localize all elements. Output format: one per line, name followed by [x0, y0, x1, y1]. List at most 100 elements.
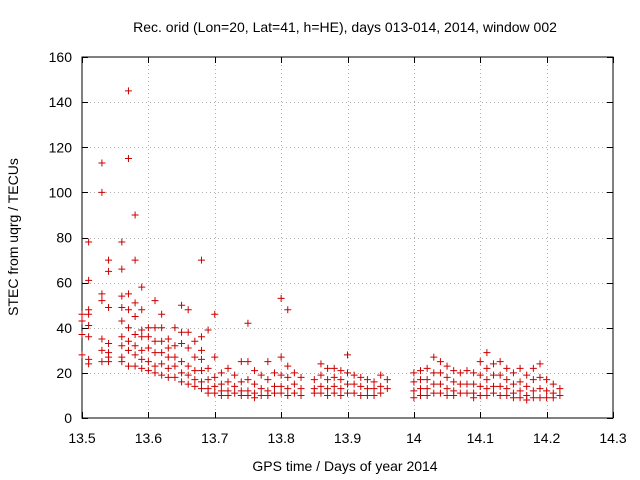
data-point: [244, 391, 252, 399]
data-point: [350, 380, 358, 388]
data-point: [131, 211, 139, 219]
data-point: [363, 391, 371, 399]
data-point: [290, 369, 298, 377]
data-point: [430, 369, 438, 377]
data-point: [151, 337, 159, 345]
data-point: [270, 389, 278, 397]
data-point: [138, 364, 146, 372]
data-point: [98, 188, 106, 196]
data-point: [191, 367, 199, 375]
data-point: [549, 380, 557, 388]
data-point: [264, 376, 272, 384]
data-point: [118, 303, 126, 311]
data-point: [151, 324, 159, 332]
data-point: [443, 391, 451, 399]
data-point: [284, 362, 292, 370]
data-point: [78, 310, 86, 318]
data-point: [171, 324, 179, 332]
data-points: [78, 87, 564, 404]
data-point: [417, 391, 425, 399]
data-point: [144, 367, 152, 375]
data-point: [330, 389, 338, 397]
data-point: [164, 335, 172, 343]
data-point: [270, 382, 278, 390]
data-point: [144, 333, 152, 341]
data-point: [357, 391, 365, 399]
data-point: [257, 385, 265, 393]
data-point: [410, 394, 418, 402]
data-point: [357, 373, 365, 381]
data-point: [529, 364, 537, 372]
data-point: [151, 362, 159, 370]
data-point: [483, 376, 491, 384]
data-point: [178, 301, 186, 309]
data-point: [523, 396, 531, 404]
data-point: [476, 371, 484, 379]
data-point: [131, 362, 139, 370]
data-point: [470, 369, 478, 377]
data-point: [344, 369, 351, 377]
data-point: [284, 373, 292, 381]
data-point: [450, 391, 458, 399]
data-point: [370, 385, 378, 393]
data-point: [456, 389, 464, 397]
data-point: [377, 371, 385, 379]
data-point: [436, 389, 444, 397]
data-point: [144, 324, 152, 332]
data-point: [290, 380, 298, 388]
data-point: [204, 389, 212, 397]
data-point: [330, 373, 338, 381]
data-point: [523, 382, 531, 390]
data-point: [151, 369, 159, 377]
x-tick-label: 13.5: [68, 430, 95, 446]
data-point: [237, 358, 245, 366]
data-point: [456, 380, 464, 388]
data-point: [85, 360, 93, 368]
data-point: [211, 382, 219, 390]
data-point: [178, 340, 186, 348]
data-point: [85, 321, 93, 329]
y-tick-label: 120: [49, 139, 73, 155]
data-point: [197, 355, 205, 363]
data-point: [158, 349, 166, 357]
data-point: [124, 362, 132, 370]
data-point: [423, 376, 431, 384]
data-point: [337, 376, 345, 384]
data-point: [324, 385, 332, 393]
data-point: [105, 340, 113, 348]
data-point: [251, 394, 259, 402]
x-tick-label: 13.8: [268, 430, 295, 446]
data-point: [297, 373, 305, 381]
data-point: [105, 267, 113, 275]
data-point: [184, 344, 192, 352]
data-point: [330, 382, 338, 390]
data-point: [317, 382, 325, 390]
data-point: [344, 351, 351, 359]
data-point: [370, 378, 378, 386]
data-point: [124, 324, 132, 332]
grid: [82, 57, 613, 418]
data-point: [443, 373, 451, 381]
data-point: [529, 387, 537, 395]
data-point: [237, 378, 245, 386]
data-point: [523, 371, 531, 379]
data-point: [98, 290, 106, 298]
data-point: [543, 387, 551, 395]
data-point: [178, 369, 186, 377]
data-point: [496, 371, 504, 379]
data-point: [184, 362, 192, 370]
data-point: [310, 389, 318, 397]
x-tick-label: 14.2: [533, 430, 560, 446]
data-point: [124, 346, 132, 354]
data-point: [105, 358, 113, 366]
data-point: [171, 342, 179, 350]
data-point: [430, 380, 438, 388]
y-tick-label: 80: [56, 230, 72, 246]
data-point: [417, 385, 425, 393]
data-point: [164, 353, 172, 361]
data-point: [204, 326, 212, 334]
data-point: [443, 362, 451, 370]
data-point: [284, 385, 292, 393]
data-point: [350, 389, 358, 397]
data-point: [85, 333, 93, 341]
